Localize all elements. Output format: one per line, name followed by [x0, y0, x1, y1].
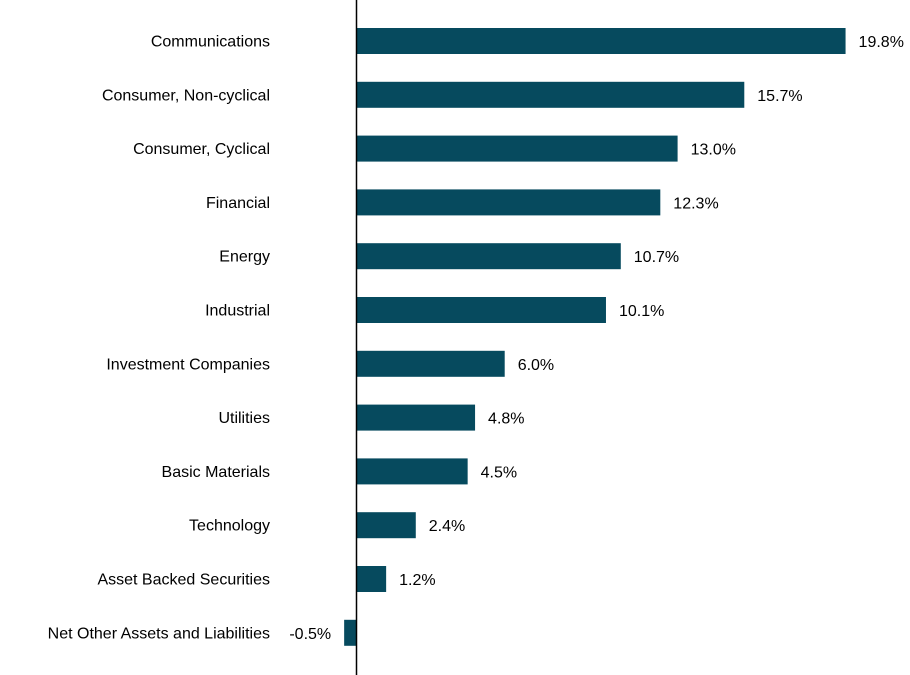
bar-4	[356, 243, 621, 270]
bar-3	[356, 189, 661, 216]
category-label: Energy	[219, 249, 270, 266]
category-label: Technology	[189, 518, 270, 535]
bar-8	[356, 458, 468, 485]
bar-2	[356, 135, 678, 162]
value-label: 4.5%	[481, 464, 517, 481]
category-label: Consumer, Cyclical	[133, 141, 270, 158]
bar-11	[344, 619, 357, 646]
category-label: Consumer, Non-cyclical	[102, 87, 270, 104]
value-label: 10.1%	[619, 303, 664, 320]
value-label: 6.0%	[518, 357, 554, 374]
category-label: Financial	[206, 195, 270, 212]
bar-1	[356, 81, 745, 108]
category-label: Asset Backed Securities	[97, 572, 270, 589]
value-label: 1.2%	[399, 572, 435, 589]
value-label: -0.5%	[289, 626, 331, 643]
bar-5	[356, 297, 606, 323]
category-label: Basic Materials	[162, 464, 270, 481]
value-label: 12.3%	[673, 195, 718, 212]
value-label: 4.8%	[488, 411, 524, 428]
category-label: Utilities	[218, 410, 270, 427]
category-label: Industrial	[205, 303, 270, 320]
bar-9	[356, 512, 416, 539]
value-label: 13.0%	[691, 142, 736, 159]
bar-0	[356, 28, 846, 54]
value-label: 19.8%	[859, 34, 904, 51]
category-label: Investment Companies	[106, 356, 270, 373]
category-label: Communications	[151, 34, 270, 51]
bar-10	[356, 566, 387, 592]
value-label: 10.7%	[634, 249, 679, 266]
bars-layer	[344, 28, 846, 646]
bar-7	[356, 404, 476, 431]
labels-layer: Communications 19.8% Consumer, Non-cyclica…	[48, 34, 904, 643]
category-label: Net Other Assets and Liabilities	[48, 625, 270, 642]
value-label: 15.7%	[757, 88, 802, 105]
value-label: 2.4%	[429, 518, 465, 535]
bar-6	[356, 350, 505, 377]
